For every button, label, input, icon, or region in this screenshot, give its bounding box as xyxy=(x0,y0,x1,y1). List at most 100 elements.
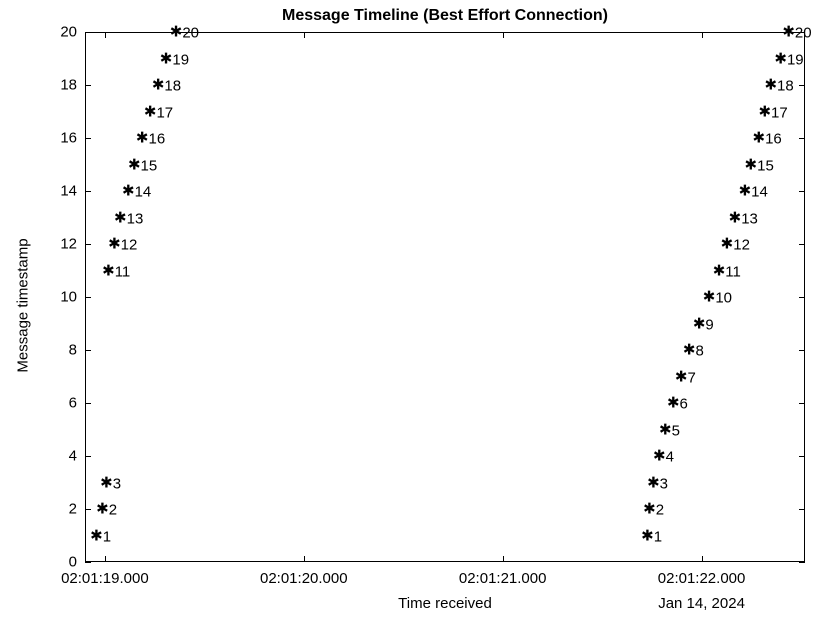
y-tick xyxy=(799,403,805,404)
x-tick xyxy=(702,32,703,38)
data-point-label: 12 xyxy=(121,238,138,253)
data-point-label: 18 xyxy=(164,79,181,94)
data-point-label: 20 xyxy=(182,26,199,41)
y-tick xyxy=(85,85,91,86)
data-point-label: 19 xyxy=(787,52,804,67)
y-tick xyxy=(799,456,805,457)
data-point-label: 14 xyxy=(751,185,768,200)
data-point-label: 4 xyxy=(666,450,674,465)
y-tick xyxy=(85,350,91,351)
x-axis-label: Time received xyxy=(398,595,492,612)
data-point: ✱19 xyxy=(160,51,189,66)
data-point-label: 5 xyxy=(672,423,680,438)
y-tick xyxy=(85,244,91,245)
y-tick xyxy=(85,191,91,192)
data-point: ✱6 xyxy=(667,396,688,411)
asterisk-icon: ✱ xyxy=(641,528,654,543)
data-point-label: 8 xyxy=(695,344,703,359)
asterisk-icon: ✱ xyxy=(122,184,135,199)
asterisk-icon: ✱ xyxy=(96,502,109,517)
data-point: ✱1 xyxy=(90,528,111,543)
data-point: ✱12 xyxy=(721,237,750,252)
y-axis-label: Message timestamp xyxy=(15,238,32,372)
date-label: Jan 14, 2024 xyxy=(658,595,745,612)
x-tick xyxy=(503,556,504,562)
data-point: ✱4 xyxy=(653,449,674,464)
y-tick xyxy=(799,350,805,351)
y-tick xyxy=(85,562,91,563)
asterisk-icon: ✱ xyxy=(693,316,706,331)
asterisk-icon: ✱ xyxy=(713,263,726,278)
data-point-label: 2 xyxy=(109,503,117,518)
asterisk-icon: ✱ xyxy=(136,131,149,146)
data-point: ✱15 xyxy=(128,157,157,172)
data-point-label: 2 xyxy=(656,503,664,518)
asterisk-icon: ✱ xyxy=(643,502,656,517)
data-point-label: 15 xyxy=(141,158,158,173)
x-tick-label: 02:01:22.000 xyxy=(658,570,746,587)
data-point-label: 9 xyxy=(705,317,713,332)
y-tick xyxy=(799,509,805,510)
asterisk-icon: ✱ xyxy=(782,25,795,40)
asterisk-icon: ✱ xyxy=(102,263,115,278)
data-point: ✱18 xyxy=(764,78,793,93)
x-tick xyxy=(304,556,305,562)
data-point: ✱9 xyxy=(693,316,714,331)
y-tick xyxy=(799,138,805,139)
asterisk-icon: ✱ xyxy=(152,78,165,93)
y-tick xyxy=(799,244,805,245)
y-tick-label: 16 xyxy=(60,130,77,147)
asterisk-icon: ✱ xyxy=(703,290,716,305)
x-tick-label: 02:01:19.000 xyxy=(61,570,149,587)
asterisk-icon: ✱ xyxy=(774,51,787,66)
asterisk-icon: ✱ xyxy=(128,157,141,172)
data-point: ✱5 xyxy=(659,422,680,437)
data-point: ✱15 xyxy=(745,157,774,172)
data-point: ✱17 xyxy=(758,104,787,119)
data-point: ✱18 xyxy=(152,78,181,93)
y-tick xyxy=(85,403,91,404)
data-point-label: 1 xyxy=(103,529,111,544)
y-tick-label: 2 xyxy=(69,501,77,518)
y-tick-label: 0 xyxy=(69,554,77,571)
data-point-label: 14 xyxy=(135,185,152,200)
asterisk-icon: ✱ xyxy=(144,104,157,119)
data-point-label: 3 xyxy=(660,476,668,491)
data-point: ✱14 xyxy=(739,184,768,199)
y-tick-label: 12 xyxy=(60,236,77,253)
data-point-label: 11 xyxy=(725,264,741,279)
x-tick xyxy=(702,556,703,562)
asterisk-icon: ✱ xyxy=(739,184,752,199)
asterisk-icon: ✱ xyxy=(764,78,777,93)
chart-title: Message Timeline (Best Effort Connection… xyxy=(282,7,608,25)
data-point: ✱16 xyxy=(136,131,165,146)
y-tick-label: 4 xyxy=(69,448,77,465)
data-point: ✱11 xyxy=(713,263,741,278)
data-point-label: 13 xyxy=(127,211,144,226)
data-point: ✱3 xyxy=(100,475,121,490)
data-point-label: 15 xyxy=(757,158,774,173)
x-tick xyxy=(503,32,504,38)
data-point-label: 7 xyxy=(688,370,696,385)
asterisk-icon: ✱ xyxy=(659,422,672,437)
x-tick xyxy=(105,556,106,562)
asterisk-icon: ✱ xyxy=(721,237,734,252)
asterisk-icon: ✱ xyxy=(653,449,666,464)
y-tick-label: 6 xyxy=(69,395,77,412)
data-point-label: 11 xyxy=(115,264,131,279)
data-point: ✱2 xyxy=(96,502,117,517)
asterisk-icon: ✱ xyxy=(745,157,758,172)
x-tick xyxy=(105,32,106,38)
data-point: ✱13 xyxy=(729,210,758,225)
y-tick xyxy=(799,191,805,192)
data-point: ✱16 xyxy=(753,131,782,146)
asterisk-icon: ✱ xyxy=(647,475,660,490)
plot-area xyxy=(85,32,805,562)
asterisk-icon: ✱ xyxy=(675,369,688,384)
data-point: ✱12 xyxy=(108,237,137,252)
chart-container: Message Timeline (Best Effort Connection… xyxy=(0,0,840,630)
asterisk-icon: ✱ xyxy=(170,25,183,40)
asterisk-icon: ✱ xyxy=(100,475,113,490)
data-point: ✱19 xyxy=(774,51,803,66)
y-tick xyxy=(85,297,91,298)
